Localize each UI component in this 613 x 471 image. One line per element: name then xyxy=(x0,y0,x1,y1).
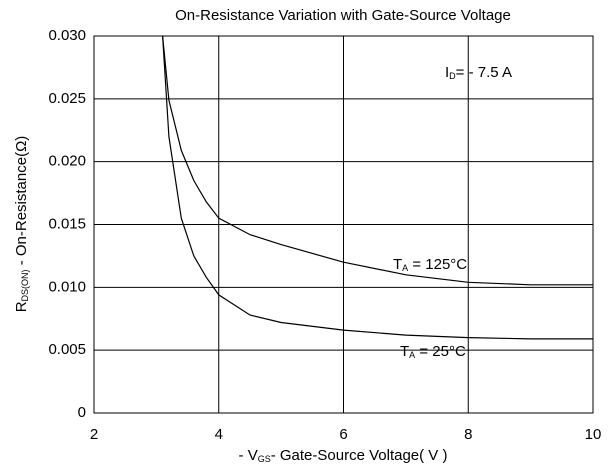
x-tick-label: 4 xyxy=(215,426,223,443)
text-part: T xyxy=(393,256,402,273)
x-axis-label: - VGS- Gate-Source Voltage( V ) xyxy=(239,447,448,464)
text-part: I xyxy=(445,64,449,81)
y-tick-label: 0.005 xyxy=(48,341,86,358)
x-tick-label: 2 xyxy=(90,426,98,443)
x-tick-label: 8 xyxy=(464,426,472,443)
plot-frame xyxy=(93,35,594,414)
subscript: DS(ON) xyxy=(20,269,30,301)
text-part: - Gate-Source Voltage( V ) xyxy=(271,447,448,464)
x-tick-label: 10 xyxy=(585,426,602,443)
chart-title: On-Resistance Variation with Gate-Source… xyxy=(175,7,511,24)
text-part: - On-Resistance(Ω) xyxy=(13,136,30,270)
subscript: GS xyxy=(258,454,271,464)
y-tick-label: 0 xyxy=(78,404,86,421)
text-part: T xyxy=(400,343,409,360)
text-part: = - 7.5 A xyxy=(456,64,512,81)
annotation: ID= - 7.5 A xyxy=(445,64,512,81)
y-tick-label: 0.020 xyxy=(48,153,86,170)
subscript: D xyxy=(449,71,456,81)
text-part: - V xyxy=(239,447,258,464)
line-series xyxy=(162,35,593,340)
subscript: A xyxy=(409,350,415,360)
text-part: = 25°C xyxy=(415,343,466,360)
subscript: A xyxy=(402,263,408,273)
line-series xyxy=(162,35,593,286)
y-tick-label: 0.030 xyxy=(48,27,86,44)
y-axis-label: RDS(ON) - On-Resistance(Ω) xyxy=(13,136,30,313)
text-part: = 125°C xyxy=(408,256,467,273)
y-tick-label: 0.015 xyxy=(48,215,86,232)
y-tick-label: 0.025 xyxy=(48,90,86,107)
text-part: R xyxy=(13,301,30,312)
y-tick-label: 0.010 xyxy=(48,278,86,295)
annotation: TA = 125°C xyxy=(393,256,467,273)
annotation: TA = 25°C xyxy=(400,343,466,360)
x-tick-label: 6 xyxy=(339,426,347,443)
